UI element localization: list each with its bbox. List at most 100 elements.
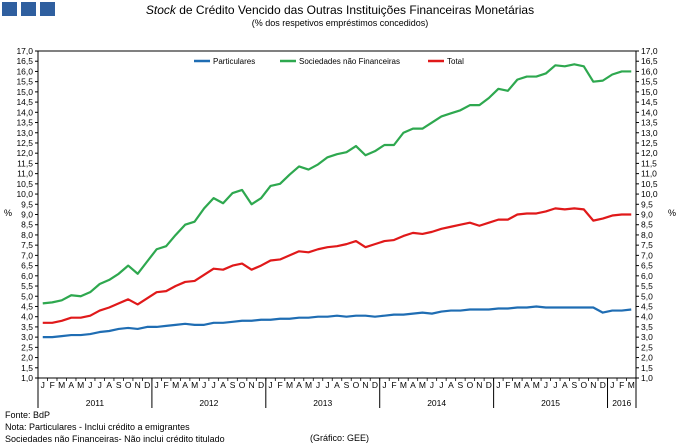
y-tick-label-right: 3,5 (641, 322, 653, 332)
x-tick-label-month: A (334, 380, 340, 390)
x-tick-label-month: J (41, 380, 45, 390)
series-line-sociedades-nao-financeiras (42, 63, 632, 305)
header-square-3 (40, 2, 55, 16)
legend-label-total: Total (447, 57, 464, 66)
x-tick-label-month: N (249, 380, 255, 390)
y-tick-label-left: 2,0 (21, 353, 33, 363)
x-tick-label-month: D (486, 380, 492, 390)
y-tick-label-right: 10,5 (641, 179, 658, 189)
y-tick-label-left: 8,5 (21, 220, 33, 230)
x-tick-label-month: O (125, 380, 132, 390)
x-tick-label-month: J (211, 380, 215, 390)
x-tick-label-month: J (268, 380, 272, 390)
y-tick-label-left: 10,0 (16, 189, 33, 199)
x-tick-label-month: M (400, 380, 407, 390)
footer-graphic-credit: (Gráfico: GEE) (310, 433, 370, 443)
x-tick-label-month: A (182, 380, 188, 390)
x-tick-label-month: J (382, 380, 386, 390)
x-tick-label-month: N (362, 380, 368, 390)
x-tick-label-month: J (496, 380, 500, 390)
y-tick-label-left: 6,0 (21, 271, 33, 281)
x-tick-label-month: A (448, 380, 454, 390)
x-tick-label-month: M (514, 380, 521, 390)
y-tick-label-left: 12,5 (16, 138, 33, 148)
x-tick-label-month: J (610, 380, 614, 390)
footer-source: Fonte: BdP (5, 410, 51, 420)
y-tick-label-right: 6,5 (641, 261, 653, 271)
x-tick-label-month: M (286, 380, 293, 390)
y-axis-unit-left: % (4, 208, 12, 218)
x-tick-label-year: 2015 (541, 398, 560, 408)
x-tick-label-month: J (544, 380, 548, 390)
y-tick-label-left: 8,0 (21, 230, 33, 240)
x-tick-label-month: J (88, 380, 92, 390)
y-tick-label-right: 4,5 (641, 301, 653, 311)
y-tick-label-right: 12,0 (641, 148, 658, 158)
x-tick-label-month: J (98, 380, 102, 390)
y-tick-label-right: 8,5 (641, 220, 653, 230)
x-tick-label-month: A (562, 380, 568, 390)
x-tick-label-month: F (164, 380, 169, 390)
y-tick-label-left: 7,5 (21, 240, 33, 250)
y-tick-label-right: 10,0 (641, 189, 658, 199)
x-tick-label-month: J (553, 380, 557, 390)
x-tick-label-month: A (220, 380, 226, 390)
x-tick-label-month: D (144, 380, 150, 390)
chart-title-italic: Stock (146, 3, 177, 17)
x-tick-label-year: 2014 (427, 398, 446, 408)
y-tick-label-left: 4,5 (21, 301, 33, 311)
x-tick-label-year: 2011 (86, 398, 105, 408)
x-tick-label-month: M (533, 380, 540, 390)
y-tick-label-left: 3,5 (21, 322, 33, 332)
y-tick-label-left: 11,0 (17, 169, 33, 179)
y-tick-label-left: 9,5 (21, 199, 33, 209)
x-tick-label-month: J (439, 380, 443, 390)
x-tick-label-month: F (391, 380, 396, 390)
y-tick-label-right: 13,0 (641, 128, 658, 138)
x-tick-label-month: J (202, 380, 206, 390)
chart-title-rest: de Crédito Vencido das Outras Instituiçõ… (176, 3, 534, 17)
x-tick-label-month: O (580, 380, 587, 390)
y-tick-label-left: 5,0 (21, 291, 33, 301)
y-tick-label-right: 4,0 (641, 312, 653, 322)
y-tick-label-left: 2,5 (21, 342, 33, 352)
y-tick-label-left: 16,0 (16, 66, 33, 76)
chart-subtitle: (% dos respetivos empréstimos concedidos… (252, 18, 429, 28)
y-tick-label-right: 13,5 (641, 118, 658, 128)
legend-label-sociedades: Sociedades não Financeiras (299, 57, 400, 66)
x-tick-label-year: 2013 (313, 398, 332, 408)
y-tick-label-right: 12,5 (641, 138, 658, 148)
legend-label-particulares: Particulares (213, 57, 255, 66)
x-tick-label-month: A (106, 380, 112, 390)
x-tick-label-month: O (353, 380, 360, 390)
y-tick-label-right: 16,5 (641, 56, 658, 66)
y-tick-label-left: 9,0 (21, 210, 33, 220)
x-tick-label-month: A (524, 380, 530, 390)
y-tick-label-left: 14,0 (16, 107, 33, 117)
y-tick-label-left: 16,5 (16, 56, 33, 66)
y-tick-label-right: 3,0 (641, 332, 653, 342)
legend: Particulares Sociedades não Financeiras … (194, 57, 464, 66)
x-tick-label-month: F (505, 380, 510, 390)
x-tick-label-month: M (305, 380, 312, 390)
x-tick-label-month: F (277, 380, 282, 390)
footer: Fonte: BdP Nota: Particulares - Inclui c… (5, 409, 225, 445)
x-tick-label-month: M (419, 380, 426, 390)
y-tick-label-right: 1,0 (641, 373, 653, 383)
x-tick-label-month: F (50, 380, 55, 390)
y-tick-label-right: 5,5 (641, 281, 653, 291)
y-tick-label-left: 11,5 (17, 158, 33, 168)
x-tick-label-month: S (116, 380, 122, 390)
header-square-2 (21, 2, 36, 16)
x-tick-label-month: S (571, 380, 577, 390)
x-tick-label-month: J (430, 380, 434, 390)
y-tick-label-left: 12,0 (16, 148, 33, 158)
y-tick-label-left: 6,5 (21, 261, 33, 271)
y-tick-label-left: 7,0 (21, 250, 33, 260)
x-tick-label-month: N (590, 380, 596, 390)
y-axis-unit-right: % (668, 208, 676, 218)
footer-note-2: Sociedades não Financeiras- Não inclui c… (5, 434, 225, 444)
x-tick-label-month: S (230, 380, 236, 390)
x-tick-label-month: M (77, 380, 84, 390)
x-tick-label-month: J (155, 380, 159, 390)
